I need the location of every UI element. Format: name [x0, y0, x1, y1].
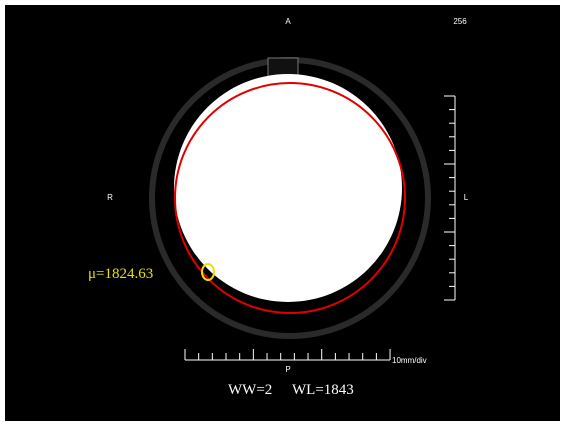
roi-label: μ=1824.63	[88, 266, 153, 282]
scale-label: 10mm/div	[392, 356, 427, 365]
window-width: WW=2	[228, 382, 272, 398]
viewer: A 256 R L P 10mm/div μ=1824.63 WW=2 WL=1…	[0, 0, 565, 426]
phantom-top	[248, 76, 332, 108]
orientation-bottom: P	[285, 365, 290, 374]
phantom-body	[174, 74, 402, 302]
orientation-right: L	[464, 193, 469, 202]
orientation-top: A	[285, 17, 291, 26]
window-level: WL=1843	[292, 382, 354, 398]
page: A 256 R L P 10mm/div μ=1824.63 WW=2 WL=1…	[0, 0, 565, 426]
slice-info: 256	[453, 17, 467, 26]
orientation-left: R	[107, 193, 113, 202]
